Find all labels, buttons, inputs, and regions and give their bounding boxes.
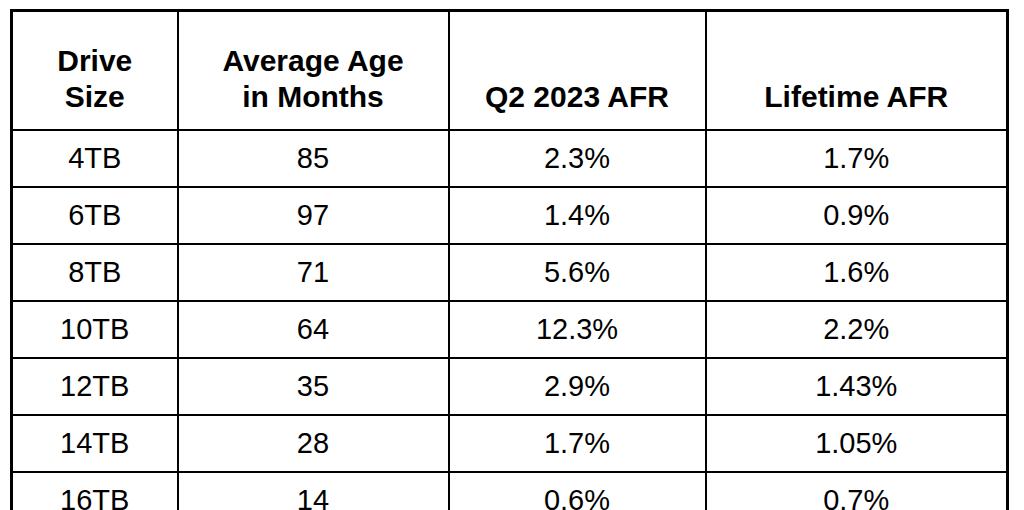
table-row-12tb: 12TB 35 2.9% 1.43%: [12, 358, 1008, 415]
table-header-row: Drive Size Average Age in Months Q2 2023…: [12, 11, 1008, 131]
drive-stats-page: Drive Size Average Age in Months Q2 2023…: [0, 0, 1024, 510]
column-header-lifetime-afr: Lifetime AFR: [706, 11, 1008, 131]
table-row-16tb: 16TB 14 0.6% 0.7%: [12, 472, 1008, 510]
column-header-text: Drive: [13, 43, 177, 79]
column-header-text: in Months: [179, 79, 448, 115]
cell-q2-afr: 1.7%: [449, 415, 706, 472]
cell-drive-size: 6TB: [12, 187, 178, 244]
cell-lifetime-afr: 1.7%: [706, 130, 1008, 187]
table-row-8tb: 8TB 71 5.6% 1.6%: [12, 244, 1008, 301]
column-header-text: Size: [13, 79, 177, 115]
cell-lifetime-afr: 1.6%: [706, 244, 1008, 301]
cell-drive-size: 12TB: [12, 358, 178, 415]
cell-drive-size: 8TB: [12, 244, 178, 301]
cell-drive-size: 10TB: [12, 301, 178, 358]
table-row-14tb: 14TB 28 1.7% 1.05%: [12, 415, 1008, 472]
cell-q2-afr: 5.6%: [449, 244, 706, 301]
cell-average-age: 85: [178, 130, 449, 187]
cell-q2-afr: 2.9%: [449, 358, 706, 415]
cell-drive-size: 16TB: [12, 472, 178, 510]
drive-failure-rates-table: Drive Size Average Age in Months Q2 2023…: [10, 9, 1009, 510]
table-row-10tb: 10TB 64 12.3% 2.2%: [12, 301, 1008, 358]
cell-average-age: 14: [178, 472, 449, 510]
cell-average-age: 64: [178, 301, 449, 358]
cell-lifetime-afr: 1.43%: [706, 358, 1008, 415]
table-row-4tb: 4TB 85 2.3% 1.7%: [12, 130, 1008, 187]
cell-average-age: 71: [178, 244, 449, 301]
cell-q2-afr: 1.4%: [449, 187, 706, 244]
cell-lifetime-afr: 0.7%: [706, 472, 1008, 510]
cell-lifetime-afr: 1.05%: [706, 415, 1008, 472]
cell-q2-afr: 12.3%: [449, 301, 706, 358]
cell-drive-size: 4TB: [12, 130, 178, 187]
column-header-text: Lifetime AFR: [707, 79, 1007, 115]
cell-q2-afr: 0.6%: [449, 472, 706, 510]
column-header-q2-2023-afr: Q2 2023 AFR: [449, 11, 706, 131]
column-header-text: Average Age: [179, 43, 448, 79]
cell-lifetime-afr: 2.2%: [706, 301, 1008, 358]
cell-lifetime-afr: 0.9%: [706, 187, 1008, 244]
cell-average-age: 35: [178, 358, 449, 415]
column-header-average-age: Average Age in Months: [178, 11, 449, 131]
cell-q2-afr: 2.3%: [449, 130, 706, 187]
cell-average-age: 97: [178, 187, 449, 244]
cell-average-age: 28: [178, 415, 449, 472]
column-header-text: Q2 2023 AFR: [450, 79, 705, 115]
cell-drive-size: 14TB: [12, 415, 178, 472]
table-row-6tb: 6TB 97 1.4% 0.9%: [12, 187, 1008, 244]
column-header-drive-size: Drive Size: [12, 11, 178, 131]
